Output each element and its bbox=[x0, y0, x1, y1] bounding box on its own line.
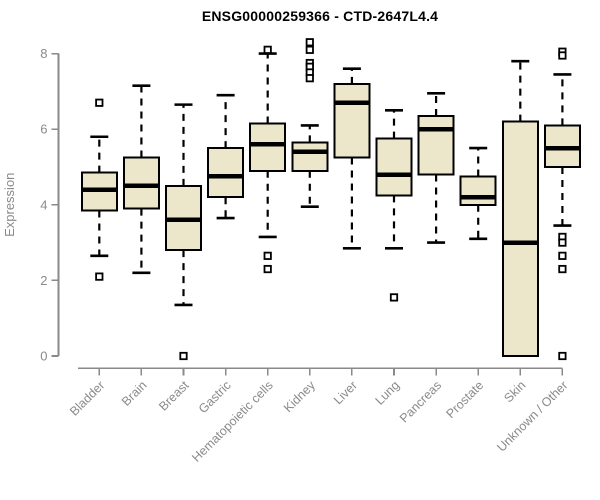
box-liver bbox=[333, 67, 371, 250]
outlier-point bbox=[95, 98, 104, 107]
box-bladder bbox=[80, 98, 118, 281]
iqr-box bbox=[207, 147, 245, 199]
outlier-point bbox=[305, 45, 314, 54]
outlier-point bbox=[263, 251, 272, 260]
x-tick-label-prostate: Prostate bbox=[443, 378, 486, 421]
x-tick-label-liver: Liver bbox=[331, 378, 360, 407]
box-prostate bbox=[459, 146, 497, 241]
x-tick-label-breast: Breast bbox=[156, 378, 192, 414]
x-tick-label-lung: Lung bbox=[373, 378, 403, 408]
box-gastric bbox=[207, 93, 245, 220]
outlier-point bbox=[263, 45, 272, 54]
iqr-box bbox=[459, 175, 497, 206]
y-tick-label: 0 bbox=[40, 349, 47, 364]
box-unknown-other bbox=[543, 47, 581, 361]
x-tick-label-hematopoietic-cells: Hematopoietic cells bbox=[189, 378, 276, 465]
box-hematopoietic-cells bbox=[249, 45, 287, 274]
outlier-point bbox=[305, 38, 314, 47]
outlier-point bbox=[558, 251, 567, 260]
outlier-point bbox=[558, 264, 567, 274]
iqr-box bbox=[375, 137, 413, 197]
y-tick-label: 8 bbox=[40, 46, 47, 61]
iqr-box bbox=[501, 120, 539, 357]
x-tick-label-pancreas: Pancreas bbox=[397, 378, 444, 425]
outlier-point bbox=[95, 272, 104, 281]
outlier-point bbox=[305, 74, 314, 83]
outlier-point bbox=[179, 351, 188, 361]
x-tick-label-skin: Skin bbox=[501, 378, 528, 405]
y-tick-label: 4 bbox=[40, 197, 47, 212]
y-axis-title: Expression bbox=[2, 173, 17, 237]
x-tick-label-bladder: Bladder bbox=[67, 378, 107, 418]
x-tick-label-kidney: Kidney bbox=[281, 378, 318, 415]
iqr-box bbox=[417, 114, 455, 176]
iqr-box bbox=[122, 156, 160, 210]
box-lung bbox=[375, 109, 413, 302]
outlier-point bbox=[558, 351, 567, 361]
iqr-box bbox=[333, 82, 371, 159]
x-tick-label-brain: Brain bbox=[119, 378, 150, 409]
x-tick-label-gastric: Gastric bbox=[196, 378, 234, 416]
outlier-point bbox=[558, 51, 567, 60]
iqr-box bbox=[249, 122, 287, 172]
outlier-point bbox=[389, 293, 399, 302]
box-breast bbox=[165, 103, 202, 361]
chart-title: ENSG00000259366 - CTD-2647L4.4 bbox=[201, 8, 439, 24]
iqr-box bbox=[291, 141, 329, 172]
y-tick-label: 6 bbox=[40, 122, 47, 137]
outlier-point bbox=[558, 238, 567, 247]
y-tick-label: 2 bbox=[40, 273, 47, 288]
box-pancreas bbox=[417, 91, 455, 244]
box-kidney bbox=[291, 38, 329, 208]
box-skin bbox=[501, 59, 539, 357]
outlier-point bbox=[263, 264, 272, 274]
box-brain bbox=[122, 84, 160, 275]
